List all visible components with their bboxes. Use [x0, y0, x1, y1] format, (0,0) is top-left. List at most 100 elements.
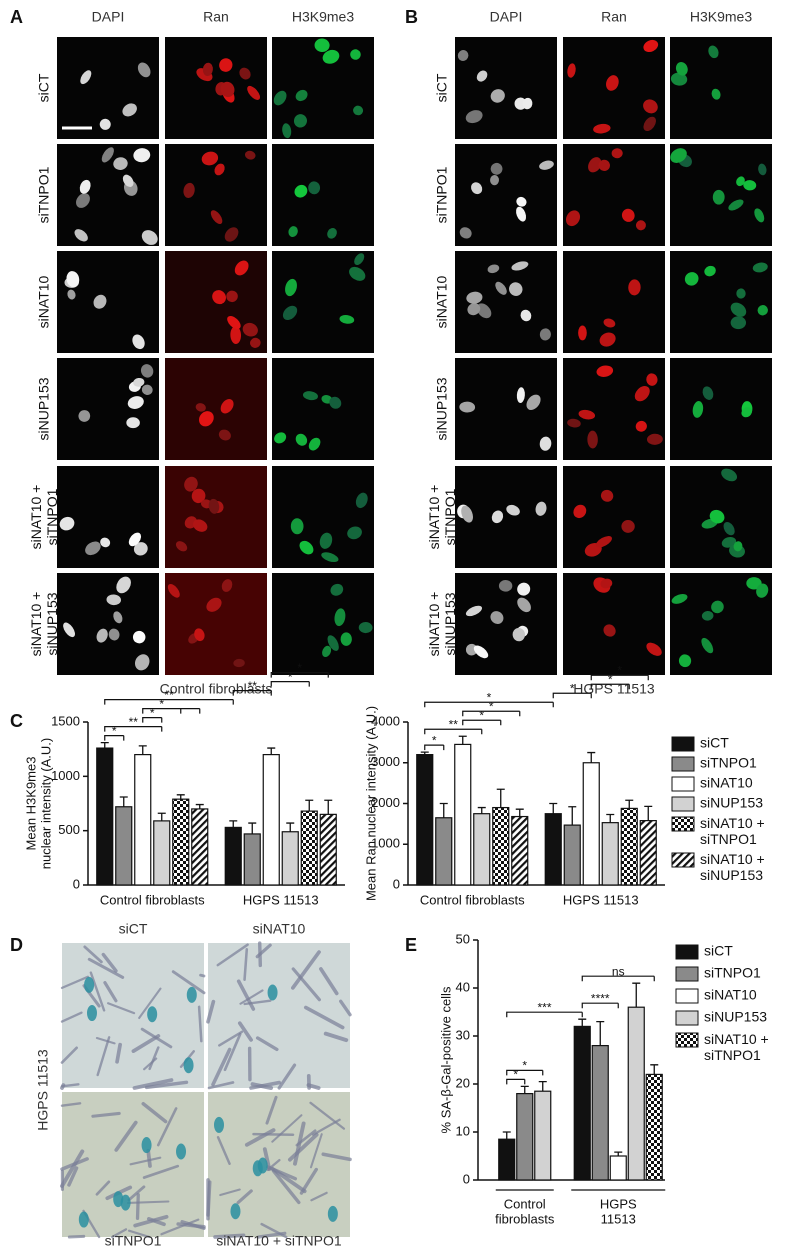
nucleus: [59, 516, 75, 531]
nucleus: [334, 608, 346, 627]
significance-bracket: [424, 701, 554, 708]
significance-label: *: [432, 733, 437, 747]
nucleus: [113, 611, 123, 624]
nucleus: [302, 391, 318, 401]
bar: [416, 753, 434, 886]
image-title: siTNPO1: [105, 1233, 162, 1249]
row-label: siNUP153: [36, 377, 52, 440]
error-bar: [568, 806, 577, 826]
nucleus: [473, 645, 489, 659]
cell: [138, 987, 162, 1020]
cell: [67, 1166, 79, 1187]
significance-label: ns: [612, 964, 625, 978]
senescent-cell: [186, 986, 197, 1003]
nucleus: [250, 337, 261, 348]
error-bar: [606, 813, 615, 823]
error-bar: [324, 799, 333, 815]
cell: [199, 973, 206, 978]
significance-label: **: [449, 717, 459, 731]
nucleus: [175, 541, 188, 552]
nucleus: [598, 159, 611, 171]
nucleus: [517, 597, 531, 613]
nucleus: [137, 62, 151, 78]
senescent-cell: [147, 1006, 158, 1023]
cell: [142, 1164, 180, 1179]
column-header: DAPI: [92, 9, 125, 25]
row-label: siTNPO1: [36, 166, 52, 223]
significance-label: *: [489, 699, 494, 713]
nucleus: [321, 552, 339, 563]
nucleus: [299, 540, 314, 555]
row-label: siNAT10 +siTNPO1: [426, 485, 458, 550]
nucleus: [201, 151, 219, 166]
y-tick-label: 10: [456, 1123, 470, 1138]
legend-swatch: [675, 944, 699, 960]
nucleus: [353, 105, 364, 116]
nucleus: [133, 148, 151, 163]
cytoplasm-signal: [165, 573, 267, 675]
significance-label: **: [129, 715, 139, 729]
error-bar: [596, 1020, 605, 1046]
nucleus: [195, 403, 206, 412]
nucleus: [293, 114, 307, 128]
nucleus: [520, 309, 532, 322]
cell: [277, 1063, 297, 1090]
cell: [103, 981, 118, 1003]
significance-bracket: [581, 975, 655, 982]
cell: [60, 1011, 83, 1023]
y-tick-label: 1500: [51, 713, 80, 728]
bar: [96, 747, 114, 886]
significance-label: *: [522, 1059, 527, 1073]
y-tick-label: 2000: [371, 795, 400, 810]
micrograph: [455, 37, 557, 139]
cell: [171, 970, 206, 995]
nucleus: [78, 410, 91, 422]
nucleus: [191, 488, 206, 504]
bar: [609, 1155, 627, 1181]
nucleus: [63, 622, 75, 638]
cell: [239, 989, 264, 1005]
row-label: siNAT10 +siNUP153: [28, 592, 60, 657]
nucleus: [226, 290, 238, 303]
nucleus: [621, 519, 635, 533]
cell: [132, 1078, 174, 1090]
nucleus: [603, 624, 616, 637]
cell: [218, 1030, 244, 1047]
significance-label: *: [479, 708, 484, 722]
nucleus: [490, 89, 505, 103]
nucleus: [233, 658, 245, 668]
nucleus: [339, 315, 355, 324]
nucleus: [535, 501, 547, 516]
error-bar: [119, 796, 128, 807]
nucleus: [350, 49, 361, 60]
cell: [287, 1132, 319, 1162]
bar: [243, 833, 261, 886]
nucleus: [711, 88, 721, 100]
nucleus: [539, 160, 554, 170]
nucleus: [692, 401, 704, 418]
nucleus: [319, 532, 333, 549]
x-tick-label: HGPS 11513: [243, 892, 319, 907]
significance-bracket: [142, 717, 163, 723]
nucleus: [218, 429, 231, 441]
cell: [114, 1120, 138, 1152]
nucleus: [506, 504, 520, 516]
nucleus: [600, 578, 613, 589]
significance-bracket: [506, 1078, 526, 1085]
cell: [299, 1167, 318, 1195]
nucleus: [511, 261, 529, 271]
senescent-cell: [327, 1205, 338, 1222]
nucleus: [239, 67, 251, 80]
senescent-cell: [86, 1005, 97, 1022]
legend-label: siNAT10: [700, 775, 753, 791]
legend-label: siTNPO1: [700, 755, 757, 771]
nucleus: [327, 635, 339, 651]
nucleus: [140, 364, 154, 378]
significance-bracket: [590, 683, 630, 690]
cell: [60, 975, 89, 990]
nucleus: [587, 430, 598, 449]
nucleus: [517, 582, 531, 596]
nucleus: [141, 230, 158, 245]
cell: [144, 1080, 189, 1090]
x-tick-label: Control fibroblasts: [495, 1197, 555, 1227]
